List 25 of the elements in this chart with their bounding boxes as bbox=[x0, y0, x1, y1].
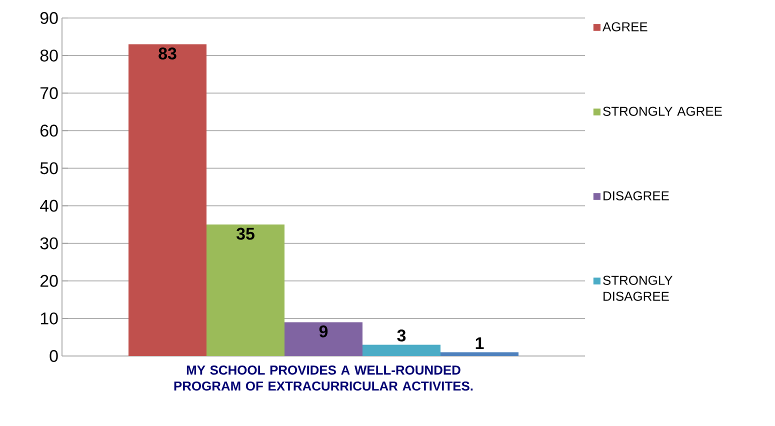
bar bbox=[362, 344, 441, 356]
y-tick-label: 10 bbox=[40, 312, 58, 324]
data-label: 1 bbox=[476, 337, 484, 350]
x-tick-label: MY SCHOOL PROVIDES A WELL-ROUNDED PROGRAM OF EXTRACURRICULAR ACTIVITES. bbox=[174, 366, 473, 391]
y-tick-label: 40 bbox=[40, 200, 58, 212]
legend-label: DISAGREE bbox=[604, 191, 669, 200]
y-tick-label: 70 bbox=[40, 87, 58, 100]
y-tick-label: 0 bbox=[50, 350, 58, 362]
legend-label: AGREE bbox=[602, 22, 648, 32]
y-tick-label: 50 bbox=[40, 162, 58, 174]
bar bbox=[284, 322, 363, 356]
data-label: 3 bbox=[397, 330, 406, 342]
y-tick-label: 20 bbox=[40, 274, 58, 287]
data-label: 9 bbox=[319, 325, 328, 338]
data-label: 35 bbox=[236, 228, 254, 240]
y-tick-label: 60 bbox=[40, 124, 58, 137]
data-label: 83 bbox=[158, 47, 176, 60]
bar bbox=[440, 352, 519, 356]
legend-label: STRONGLY AGREE bbox=[603, 106, 722, 116]
bar bbox=[206, 224, 285, 356]
bar bbox=[128, 44, 207, 356]
y-tick-label: 90 bbox=[40, 12, 58, 24]
y-tick-label: 30 bbox=[40, 237, 58, 250]
y-tick-label: 80 bbox=[40, 50, 58, 62]
legend-label: STRONGLY DISAGREE bbox=[603, 276, 673, 301]
